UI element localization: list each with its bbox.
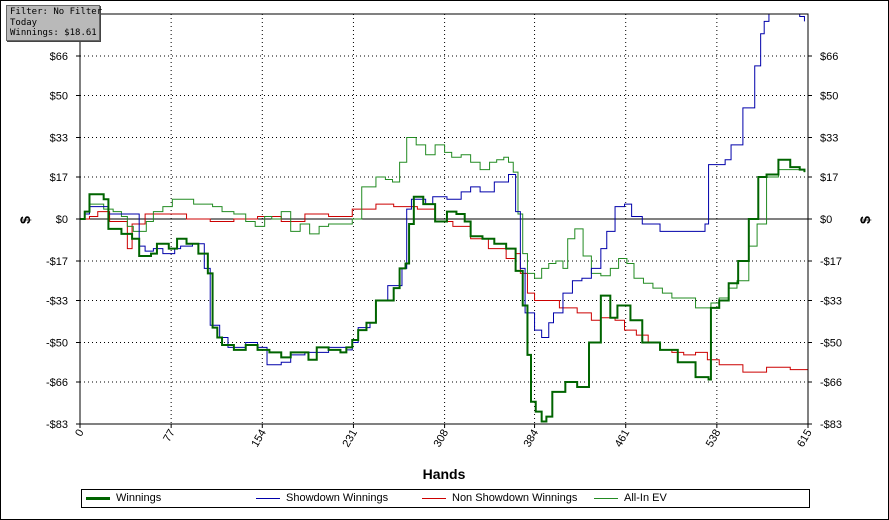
legend-item: Non Showdown Winnings	[422, 492, 577, 505]
series-line-non-showdown-winnings	[80, 203, 808, 373]
y-tick-label: -$66	[46, 377, 68, 389]
x-tick-label: 0	[73, 428, 86, 439]
filter-label: Filter: No Filter	[10, 7, 103, 17]
series-line-winnings	[80, 158, 806, 423]
y-tick-label: $66	[50, 51, 68, 63]
x-tick-label: 461	[613, 428, 633, 450]
y-tick-label: $50	[820, 91, 838, 103]
x-tick-label: 231	[340, 428, 360, 450]
legend-label: Non Showdown Winnings	[452, 492, 578, 504]
legend-swatch	[594, 497, 618, 499]
x-tick-label: 77	[161, 428, 178, 445]
y-tick-label: $0	[820, 214, 832, 226]
legend: Winnings Showdown Winnings Non Showdown Wi…	[81, 489, 810, 508]
y-tick-label: -$50	[46, 337, 68, 349]
legend-swatch	[86, 496, 110, 500]
y-tick-label: $17	[50, 172, 68, 184]
legend-item: Showdown Winnings	[256, 492, 388, 505]
y-tick-label: -$83	[46, 419, 68, 431]
y-tick-label: -$17	[820, 256, 842, 268]
y-tick-label: $17	[820, 172, 838, 184]
y-tick-label: -$17	[46, 256, 68, 268]
x-tick-label: 384	[522, 428, 542, 450]
y-tick-label: $0	[56, 214, 68, 226]
legend-label: Showdown Winnings	[286, 492, 389, 504]
y-axis-left: -$83 -$66 -$50 -$33 -$17 $0 $17 $33 $50 $66	[46, 51, 80, 431]
series-layer	[80, 13, 808, 423]
legend-label: Winnings	[116, 492, 162, 504]
series-line-all-in-ev	[80, 136, 805, 309]
y-tick-label: $33	[50, 132, 68, 144]
legend-label: All-In EV	[624, 492, 667, 504]
y-tick-label: -$33	[820, 296, 842, 308]
x-tick-label: 154	[249, 428, 269, 450]
y-axis-title-left: $	[17, 216, 33, 224]
y-tick-label: $66	[820, 51, 838, 63]
y-tick-label: $50	[50, 91, 68, 103]
y-tick-label: -$83	[820, 419, 842, 431]
legend-swatch	[422, 497, 446, 499]
legend-swatch	[256, 497, 280, 499]
date-range-label: Today	[10, 17, 38, 28]
legend-item: All-In EV	[594, 492, 667, 505]
filter-info-box: Filter: No Filter Today Winnings: $18.61	[6, 5, 103, 41]
y-tick-label: -$33	[46, 296, 68, 308]
legend-item: Winnings	[86, 492, 161, 505]
x-axis: 0 77 154 231 308 384 461 538 615	[73, 424, 815, 450]
y-tick-label: $33	[820, 132, 838, 144]
x-tick-label: 538	[704, 428, 724, 450]
y-tick-label: -$66	[820, 377, 842, 389]
y-tick-label: -$50	[820, 337, 842, 349]
winnings-total-label: Winnings: $18.61	[10, 28, 97, 38]
series-line-showdown-winnings	[80, 13, 805, 366]
x-tick-label: 615	[795, 428, 815, 450]
y-axis-right: -$83 -$66 -$50 -$33 -$17 $0 $17 $33 $50 $66	[808, 51, 842, 431]
x-tick-label: 308	[432, 428, 452, 450]
x-axis-title: Hands	[423, 466, 466, 482]
y-axis-title-right: $	[857, 216, 873, 224]
